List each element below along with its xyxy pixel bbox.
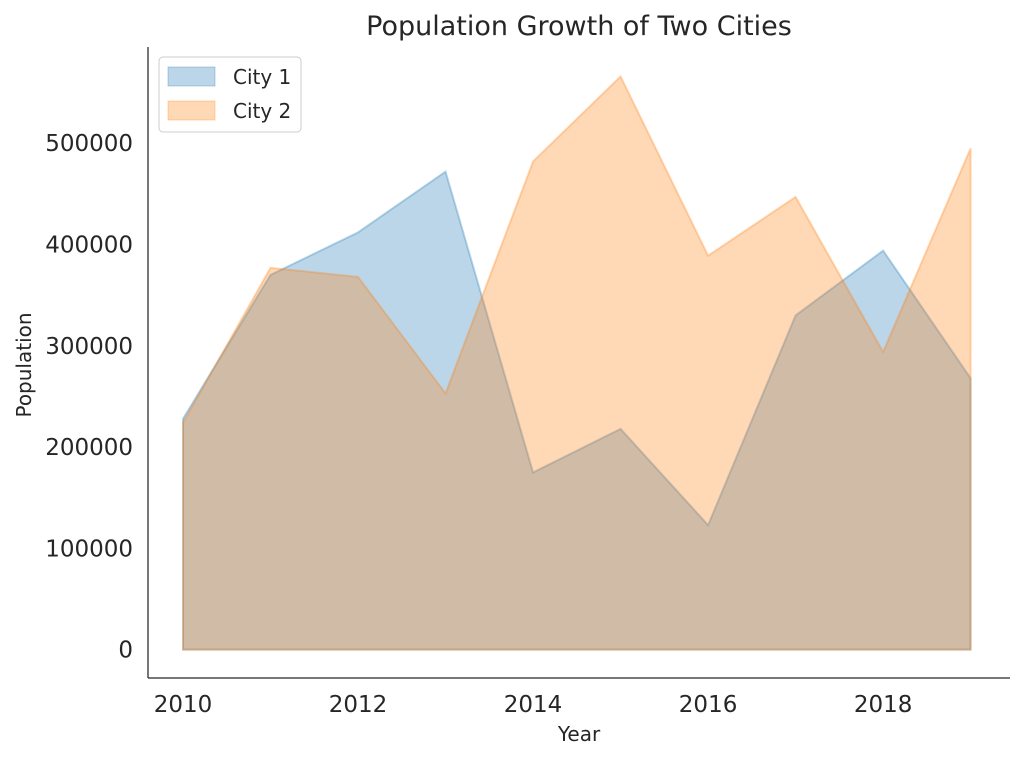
y-tick-label: 300000 (45, 334, 133, 360)
legend-frame (158, 56, 302, 133)
legend-label-city-2: City 2 (233, 99, 291, 123)
y-tick-label: 400000 (45, 233, 133, 259)
x-tick-label: 2014 (504, 692, 563, 718)
y-axis-label: Population (12, 312, 36, 417)
legend-swatch-city-1 (167, 66, 216, 87)
y-tick-label: 500000 (45, 131, 133, 157)
area-series-city-2 (182, 74, 972, 651)
chart-title: Population Growth of Two Cities (366, 11, 792, 42)
area-series-group (182, 74, 972, 651)
y-tick-label: 0 (118, 638, 133, 664)
x-axis-label: Year (557, 722, 601, 746)
x-tick-label: 2010 (154, 692, 213, 718)
x-axis-ticks: 2010 2012 2014 2016 2018 (154, 692, 913, 718)
x-tick-label: 2018 (854, 692, 913, 718)
x-tick-label: 2012 (329, 692, 388, 718)
legend: City 1 City 2 (158, 56, 302, 133)
x-tick-label: 2016 (679, 692, 738, 718)
axes (147, 47, 1010, 679)
area-series-city-1 (182, 169, 972, 651)
legend-swatch-city-2 (167, 100, 216, 121)
y-tick-label: 100000 (45, 536, 133, 562)
y-axis-ticks: 0 100000 200000 300000 400000 500000 (45, 131, 133, 663)
y-tick-label: 200000 (45, 435, 133, 461)
legend-label-city-1: City 1 (233, 65, 291, 89)
